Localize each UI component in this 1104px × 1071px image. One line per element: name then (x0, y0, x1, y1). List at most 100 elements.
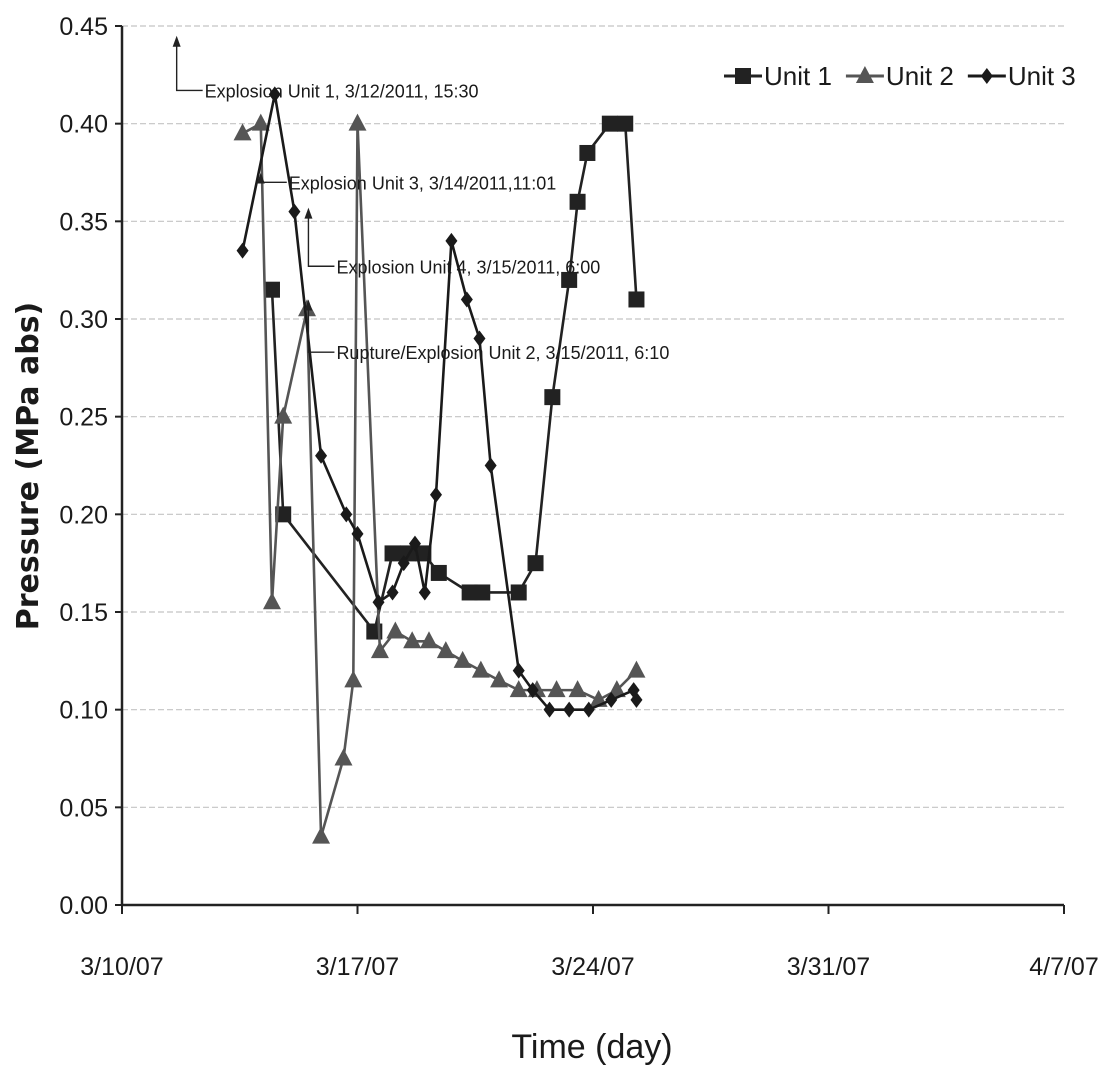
unit-2-point (334, 748, 353, 766)
unit-3-point (630, 691, 643, 708)
legend-unit-1-label: Unit 1 (764, 61, 832, 91)
unit-3-point (445, 232, 458, 249)
unit-3-point (408, 535, 421, 552)
y-tick-label: 0.25 (59, 404, 108, 432)
unit-3-point (315, 447, 328, 464)
unit-3-point (605, 691, 618, 708)
unit-2-point (403, 631, 422, 649)
x-tick-label: 3/31/07 (787, 953, 870, 981)
unit-3-point (351, 525, 364, 542)
unit-3-point (563, 701, 576, 718)
unit-3-point (397, 555, 410, 572)
x-axis-ticks: 3/10/07 3/17/07 3/24/07 3/31/07 4/7/07 (80, 905, 1099, 981)
unit-2-point (453, 650, 472, 668)
legend-unit-2-marker (855, 66, 874, 83)
unit-2-point (348, 113, 367, 131)
unit-2-point (262, 592, 281, 610)
y-tick-label: 0.40 (59, 111, 108, 139)
unit-3-point (236, 242, 249, 259)
y-tick-label: 0.35 (59, 208, 108, 236)
unit-2-point (251, 113, 270, 131)
unit-1-point (601, 115, 618, 132)
unit-3-point (460, 291, 473, 308)
legend-unit-2-label: Unit 2 (886, 61, 954, 91)
unit-2-point (233, 123, 252, 141)
unit-2-point (312, 826, 331, 844)
annotation-label: Rupture/Explosion Unit 2, 3/15/2011, 6:1… (336, 343, 669, 363)
unit-1-point (527, 555, 544, 572)
unit-1-point (474, 584, 491, 601)
unit-1-point (544, 389, 561, 406)
unit-1-point (430, 564, 447, 581)
y-tick-label: 0.05 (59, 794, 108, 822)
unit-3-point (268, 86, 281, 103)
unit-3-point (372, 594, 385, 611)
annotations: Explosion Unit 1, 3/12/2011, 15:30 Explos… (172, 35, 669, 363)
x-tick-label: 3/10/07 (80, 953, 163, 981)
x-axis-label: Time (day) (511, 1028, 672, 1066)
y-tick-label: 0.15 (59, 599, 108, 627)
x-tick-label: 3/17/07 (316, 953, 399, 981)
unit-1-point (628, 291, 645, 308)
unit-2-point (386, 621, 405, 639)
unit-2-point (436, 641, 455, 659)
unit-2-point (344, 670, 363, 688)
unit-2-point (627, 660, 646, 678)
unit-2-point (568, 680, 587, 698)
unit-2-point (509, 680, 528, 698)
legend: Unit 1 Unit 2 Unit 3 (724, 61, 1076, 91)
annotation-arrowhead (304, 299, 313, 311)
annotation-label: Explosion Unit 1, 3/12/2011, 15:30 (205, 81, 479, 101)
gridlines (122, 25, 1064, 808)
y-axis-ticks: 0.00 0.05 0.10 0.15 0.20 0.25 0.30 0.35 0.40 0.45 (59, 13, 122, 920)
y-tick-label: 0.20 (59, 501, 108, 529)
unit-3-point (582, 701, 595, 718)
unit-2-point (490, 670, 509, 688)
unit-2-point (607, 680, 626, 698)
unit-3-point (512, 662, 525, 679)
legend-unit-1-marker (735, 68, 751, 84)
unit-3-point (484, 457, 497, 474)
unit-3-point (386, 584, 399, 601)
unit-1-point (579, 144, 596, 161)
unit-3-point (430, 486, 442, 503)
unit-1-point (561, 271, 578, 288)
y-axis-label: Pressure (MPa abs) (11, 302, 46, 631)
unit-3-point (543, 701, 556, 718)
unit-1-point (461, 584, 478, 601)
unit-2-point (370, 641, 389, 659)
legend-unit-3-label: Unit 3 (1008, 61, 1076, 91)
annotation-arrow (175, 45, 203, 92)
unit-3-point (418, 584, 431, 601)
y-tick-label: 0.30 (59, 306, 108, 334)
annotation-arrowhead (172, 35, 181, 47)
legend-unit-3-marker (980, 68, 993, 84)
unit-1-point (275, 506, 292, 523)
unit-1-point (415, 545, 432, 562)
x-tick-label: 4/7/07 (1029, 953, 1099, 981)
unit-1-point (569, 193, 586, 210)
y-tick-label: 0.00 (59, 892, 108, 920)
unit-3-point (340, 506, 353, 523)
series-group (233, 86, 646, 844)
unit-2-point (274, 406, 293, 424)
y-tick-label: 0.10 (59, 697, 108, 725)
unit-3-point (473, 330, 486, 347)
annotation-arrowhead (256, 172, 265, 184)
unit-1-point (263, 281, 280, 298)
x-tick-label: 3/24/07 (551, 953, 634, 981)
unit-2-line (241, 122, 638, 838)
unit-1-point (384, 545, 401, 562)
y-tick-label: 0.45 (59, 13, 108, 41)
unit-3-point (288, 203, 301, 220)
annotation-label: Explosion Unit 3, 3/14/2011,11:01 (289, 173, 557, 193)
unit-1-point (617, 115, 634, 132)
annotation-arrow (307, 309, 335, 353)
annotation-arrowhead (304, 207, 313, 219)
annotation-label: Explosion Unit 4, 3/15/2011, 6:00 (336, 257, 600, 277)
unit-2-point (419, 631, 438, 649)
annotation-arrow (307, 217, 335, 267)
unit-2-point (471, 660, 490, 678)
unit-3-point (526, 682, 539, 699)
